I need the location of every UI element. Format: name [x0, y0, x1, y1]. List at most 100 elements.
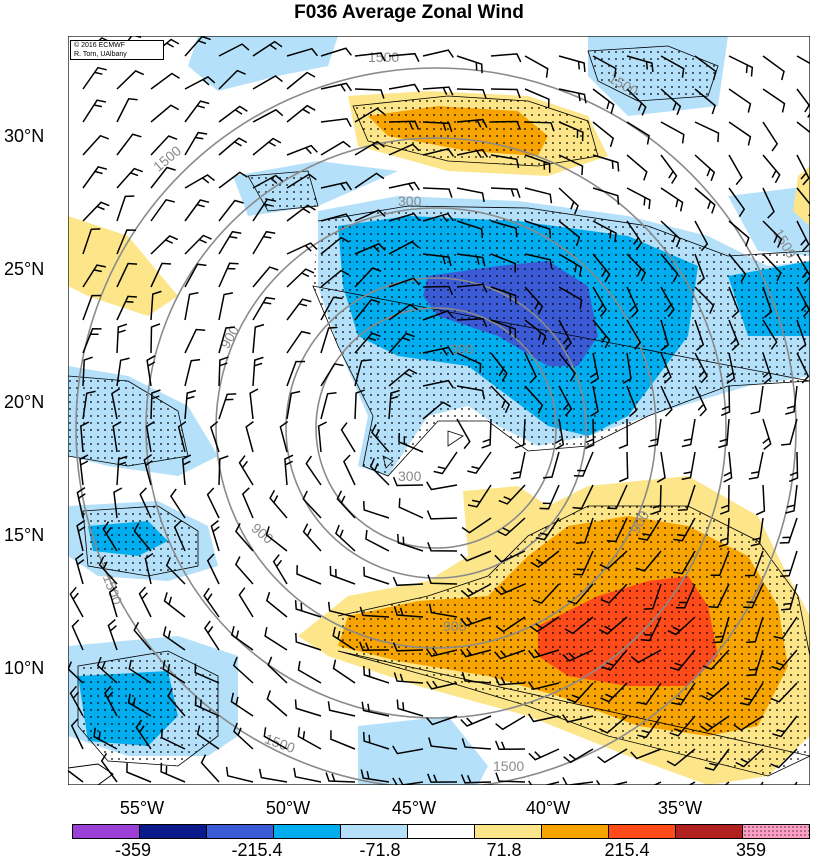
wind-barb [284, 454, 294, 486]
significance-stipple [353, 96, 598, 166]
wind-barb [144, 552, 154, 585]
wind-barb [630, 649, 662, 664]
wind-barb [286, 204, 316, 222]
wind-barb [618, 418, 629, 449]
wind-barb [82, 134, 110, 156]
wind-barb [601, 649, 628, 671]
wind-barb [558, 121, 584, 142]
wind-barb [200, 754, 220, 783]
wind-barb [762, 286, 773, 318]
wind-barb [293, 767, 322, 783]
wind-barb [524, 88, 550, 109]
wind-barb [80, 421, 90, 453]
wind-barb [265, 591, 288, 618]
wind-barb [666, 748, 696, 767]
wind-barb [184, 131, 208, 156]
wind-barb [392, 642, 424, 652]
wind-barb [456, 318, 488, 328]
wind-barb [718, 418, 730, 449]
wind-barb [297, 727, 322, 750]
wind-barb [637, 715, 662, 739]
wind-barb [150, 72, 180, 90]
wind-barb [263, 727, 288, 750]
wind-barb [495, 616, 526, 633]
wind-barb [335, 524, 356, 552]
colorbar-label: -215.4 [231, 840, 283, 860]
wind-barb [218, 43, 250, 57]
wind-barb [592, 187, 620, 205]
wind-barb [116, 357, 130, 387]
wind-barb [111, 388, 121, 420]
wind-barb [494, 676, 526, 686]
wind-barb [388, 389, 400, 420]
wind-barb [762, 88, 786, 113]
wind-barb [225, 766, 254, 783]
wind-barb [575, 517, 594, 544]
contour-label: 300 [398, 193, 422, 209]
wind-barb [71, 619, 84, 651]
wind-barb [173, 520, 186, 552]
wind-barb [234, 523, 254, 552]
wind-barb [746, 649, 764, 677]
wind-barb [354, 267, 382, 288]
wind-barb [218, 292, 234, 321]
wind-barb [392, 576, 424, 587]
wind-barb [744, 550, 764, 577]
wind-barb [116, 229, 136, 255]
wind-barb [162, 660, 186, 684]
wind-barb [592, 253, 611, 283]
wind-barb [354, 332, 381, 354]
wind-barb [510, 451, 526, 480]
wind-barb [426, 715, 458, 726]
wind-barb [558, 220, 581, 247]
wind-barb [456, 55, 483, 74]
wind-barb [592, 286, 608, 317]
wind-barb [305, 455, 322, 486]
wind-barb [218, 262, 239, 288]
wind-barb [495, 740, 526, 751]
wind-barb [694, 154, 716, 182]
wind-barb [354, 242, 386, 255]
wind-barb [252, 40, 283, 57]
wind-barb [252, 266, 279, 288]
wind-barb [728, 121, 752, 146]
wind-barb [133, 621, 152, 651]
wind-barb [566, 682, 594, 704]
wind-barb [279, 420, 289, 453]
wind-barb [781, 583, 798, 611]
colorbar-swatch [676, 825, 743, 838]
wind-barb [422, 187, 453, 198]
wind-barb [265, 526, 288, 552]
wind-barb [388, 181, 421, 191]
wind-barb [779, 517, 798, 544]
wind-barb [558, 88, 587, 104]
wind-barb [96, 656, 118, 684]
wind-barb [567, 583, 594, 605]
wind-barb [218, 393, 237, 420]
wind-barb [490, 187, 521, 198]
wind-barb [796, 121, 810, 134]
wind-barb [428, 737, 458, 750]
wind-barb [660, 286, 675, 318]
wind-barb [286, 173, 317, 189]
map-title: F036 Average Zonal Wind [294, 2, 524, 23]
wind-barb [184, 358, 201, 387]
colorbar-swatch [341, 825, 408, 838]
wind-barb [746, 616, 764, 644]
wind-barb [422, 212, 454, 223]
wind-barb [286, 360, 306, 387]
wind-barb [150, 262, 172, 288]
wind-barb [286, 242, 318, 255]
wind-barb [490, 286, 517, 305]
wind-barb [393, 606, 424, 618]
wind-barb [354, 140, 385, 156]
wind-barb [286, 268, 315, 288]
wind-barb [320, 140, 351, 156]
wind-barb [626, 55, 654, 73]
wind-barb [495, 715, 526, 731]
wind-barb [163, 592, 186, 618]
wind-barb [388, 120, 420, 130]
wind-barb [626, 88, 647, 116]
wind-barb [456, 385, 486, 400]
wind-barb [267, 656, 288, 684]
